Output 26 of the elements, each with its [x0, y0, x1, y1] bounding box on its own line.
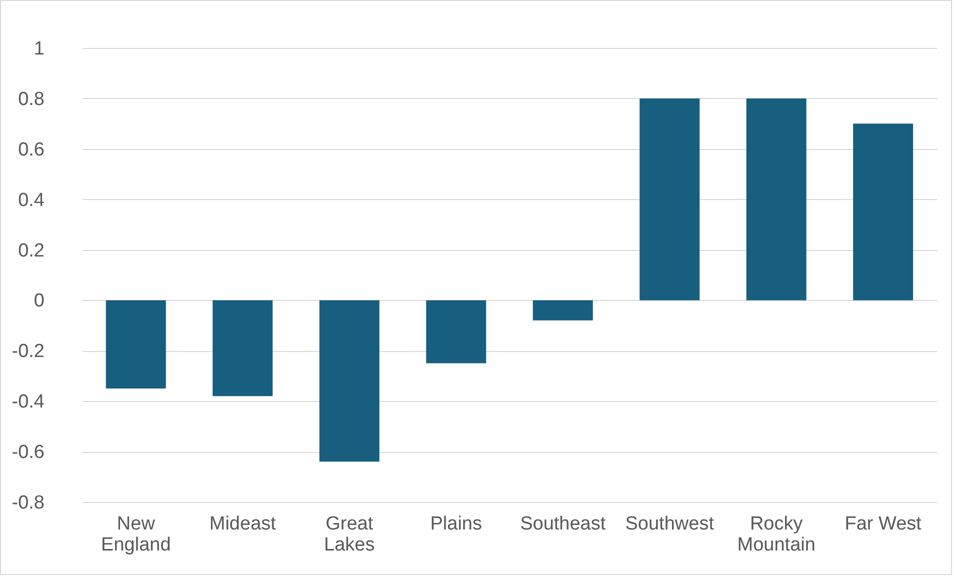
y-tick-label: -0.2 [12, 341, 44, 362]
bar [319, 300, 380, 462]
bar [532, 300, 593, 320]
x-tick-label: New England [101, 514, 171, 556]
bar [426, 300, 486, 364]
x-tick-label: Great Lakes [324, 514, 375, 556]
x-tick-label: Far West [844, 514, 922, 534]
x-tick-label: Southeast [520, 514, 606, 534]
y-tick-label: 0.2 [18, 240, 44, 262]
x-tick-label: Rocky Mountain [737, 514, 816, 556]
bar [853, 124, 914, 300]
y-tick-label: -0.8 [12, 492, 44, 514]
y-tick-label: 0.6 [18, 139, 44, 160]
y-tick-label: 0 [34, 290, 44, 312]
x-tick-label: Plains [430, 514, 482, 534]
x-tick-label: Southwest [625, 514, 715, 534]
bar [212, 300, 273, 396]
y-tick-label: 1 [34, 38, 44, 60]
bar [106, 300, 166, 388]
y-tick-label: 0.4 [18, 190, 45, 211]
bar [640, 98, 700, 300]
y-tick-label: 0.8 [18, 88, 44, 110]
y-tick-label: -0.4 [12, 392, 45, 413]
y-tick-label: -0.6 [12, 442, 44, 464]
bar [746, 98, 806, 300]
x-tick-label: Mideast [209, 514, 277, 534]
